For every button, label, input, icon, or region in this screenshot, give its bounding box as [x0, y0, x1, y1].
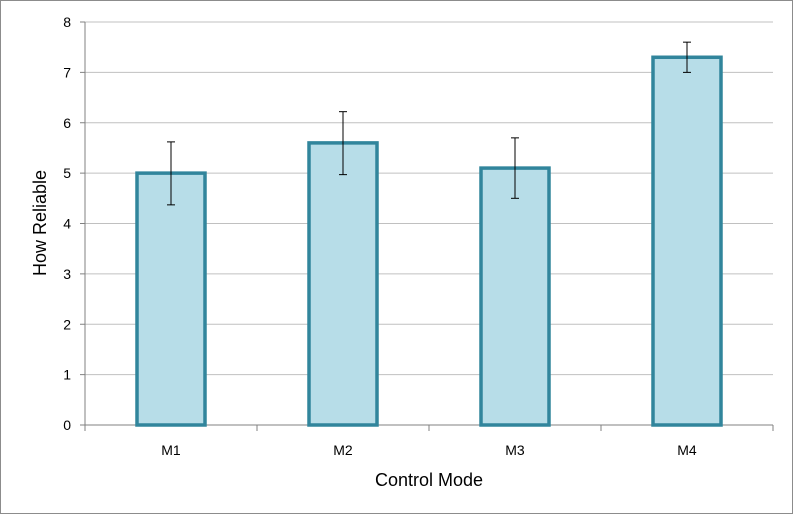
x-axis-title: Control Mode: [375, 470, 483, 490]
y-tick-label: 2: [63, 316, 71, 332]
y-tick-labels: 0 1 2 3 4 5 6 7 8: [63, 14, 71, 433]
x-tick-label: M1: [161, 442, 181, 458]
bars: [135, 55, 723, 427]
error-bar-m4: [683, 41, 691, 73]
bar-m2: [307, 141, 379, 427]
error-bar-m1: [167, 141, 175, 206]
x-tick-label: M3: [505, 442, 525, 458]
y-axis-title: How Reliable: [30, 170, 50, 276]
error-bar-m3: [511, 137, 519, 199]
y-tick-label: 0: [63, 417, 71, 433]
y-tick-label: 3: [63, 266, 71, 282]
x-tick-labels: M1 M2 M3 M4: [161, 442, 697, 458]
x-tick-label: M4: [677, 442, 697, 458]
y-tick-label: 8: [63, 14, 71, 30]
y-tick-label: 4: [63, 216, 71, 232]
y-tick-label: 6: [63, 115, 71, 131]
y-tick-label: 5: [63, 165, 71, 181]
error-bars: [167, 41, 691, 206]
bar-m3: [479, 166, 551, 427]
y-tick-label: 1: [63, 367, 71, 383]
bar-m4: [651, 55, 723, 427]
y-tick-label: 7: [63, 64, 71, 80]
error-bar-m2: [339, 111, 347, 176]
bar-m1: [135, 171, 207, 427]
x-tick-label: M2: [333, 442, 353, 458]
